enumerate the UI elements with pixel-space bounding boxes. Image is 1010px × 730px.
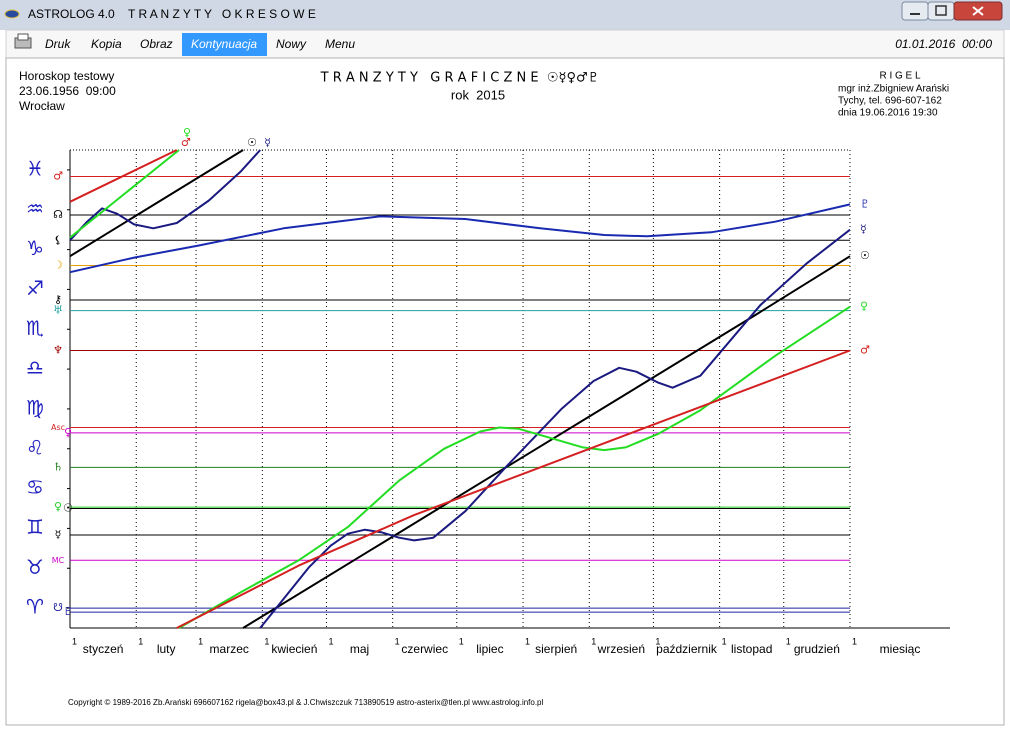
window-buttons xyxy=(901,1,1003,21)
author-phone: Tychy, tel. 696-607-162 xyxy=(838,96,942,107)
window-title: T R A N Z Y T Y O K R E S O W E xyxy=(128,7,316,21)
menu-item[interactable]: Druk xyxy=(45,37,71,51)
menu-item[interactable]: Obraz xyxy=(140,37,173,51)
author: mgr inż.Zbigniew Arański xyxy=(838,84,949,95)
menu-item[interactable]: Menu xyxy=(325,37,355,51)
natal-label: ☉ xyxy=(63,502,73,515)
month-label: styczeń xyxy=(83,642,124,656)
series-end-label: ♇ xyxy=(860,197,870,210)
sign-label: ♍ xyxy=(26,395,44,419)
transit-line xyxy=(69,149,851,629)
transit-line xyxy=(69,149,851,629)
menu-item[interactable]: Kontynuacja xyxy=(191,37,257,51)
natal-label: ♆ xyxy=(53,343,63,356)
x-tick-label: 1 xyxy=(786,636,791,646)
natal-label: ♅ xyxy=(53,304,63,317)
sign-label: ♎ xyxy=(26,356,44,380)
maximize-button[interactable] xyxy=(927,1,955,21)
month-label: lipiec xyxy=(476,642,503,656)
natal-label: ♀ xyxy=(54,500,62,513)
month-label: sierpień xyxy=(535,642,577,656)
series-top-label: ♂ xyxy=(181,136,191,149)
month-label: luty xyxy=(157,642,176,656)
app-icon xyxy=(4,9,20,19)
transit-line xyxy=(69,149,851,629)
chart-title: T R A N Z Y T Y G R A F I C Z N E ☉☿♀♂♇ xyxy=(320,71,600,86)
natal-label: Asc xyxy=(51,423,65,432)
print-date: dnia 19.06.2016 19:30 xyxy=(838,108,938,119)
horoscope-name: Horoskop testowy xyxy=(19,69,114,83)
natal-label: MC xyxy=(52,556,65,565)
chart-subtitle: rok 2015 xyxy=(451,87,505,102)
x-tick-label: 1 xyxy=(72,636,77,646)
natal-label: ☽ xyxy=(53,259,63,272)
app-name: ASTROLOG 4.0 xyxy=(28,7,115,21)
x-tick-label: 1 xyxy=(198,636,203,646)
copyright: Copyright © 1989-2016 Zb.Arański 6966071… xyxy=(68,698,544,707)
program-name: R I G E L xyxy=(879,71,921,82)
x-tick-label: 1 xyxy=(525,636,530,646)
sign-label: ♈ xyxy=(26,595,44,619)
plot: 1 1 1 1 1 1 1 1 1 1 1 1 1 styczeń luty marzec kwiecień ma… xyxy=(26,126,950,656)
series-top-label: ☉ xyxy=(247,136,257,149)
series-end-label: ♀ xyxy=(860,300,868,313)
minimize-button[interactable] xyxy=(901,1,929,21)
natal-label: ♀ xyxy=(64,426,72,439)
transit-line xyxy=(69,203,851,274)
sign-label: ♑ xyxy=(26,236,44,260)
natal-label: ☊ xyxy=(53,208,63,221)
month-label: październik xyxy=(656,642,718,656)
menu-highlight xyxy=(182,33,267,56)
sign-label: ♉ xyxy=(26,555,44,579)
x-tick-label: 1 xyxy=(591,636,596,646)
print-icon[interactable] xyxy=(14,33,32,49)
menu-datetime: 01.01.2016 00:00 xyxy=(895,37,992,51)
month-label: wrzesień xyxy=(597,642,645,656)
menu-item[interactable]: Nowy xyxy=(276,37,307,51)
sign-label: ♐ xyxy=(26,276,44,300)
month-label: marzec xyxy=(210,642,249,656)
sign-label: ♏ xyxy=(26,316,44,340)
month-label: czerwiec xyxy=(401,642,448,656)
month-label: listopad xyxy=(731,642,772,656)
horoscope-date: 23.06.1956 09:00 xyxy=(19,84,116,98)
natal-label: ☿ xyxy=(55,528,62,541)
horoscope-place: Wrocław xyxy=(19,99,65,113)
content-area xyxy=(5,57,1005,726)
x-tick-label: 1 xyxy=(264,636,269,646)
month-label: maj xyxy=(350,642,369,656)
x-tick-label: 1 xyxy=(138,636,143,646)
series-top-label: ☿ xyxy=(264,136,271,149)
menu: Druk Kopia Obraz Kontynuacja Nowy Menu xyxy=(45,33,355,56)
natal-label: ♄ xyxy=(53,460,63,473)
natal-label: ☋ xyxy=(53,601,63,614)
month-label: grudzień xyxy=(794,642,840,656)
x-tick-label: 1 xyxy=(328,636,333,646)
natal-label: ⚸ xyxy=(54,233,62,246)
month-label: kwiecień xyxy=(271,642,317,656)
sign-label: ♋ xyxy=(26,475,44,499)
series-end-label: ☉ xyxy=(860,249,870,262)
x-axis-label: miesiąc xyxy=(880,642,921,656)
series-end-label: ♂ xyxy=(860,343,870,356)
x-tick-label: 1 xyxy=(722,636,727,646)
x-tick-label: 1 xyxy=(459,636,464,646)
menu-item[interactable]: Kopia xyxy=(91,37,122,51)
natal-label: ♇ xyxy=(63,605,73,618)
x-tick-label: 1 xyxy=(395,636,400,646)
title-bar xyxy=(0,0,1010,30)
sign-label: ♒ xyxy=(26,196,44,220)
sign-label: ♓ xyxy=(26,156,44,180)
natal-label: ♂ xyxy=(53,170,63,183)
sign-label: ♌ xyxy=(26,435,44,459)
natal-label: ⚷ xyxy=(54,293,62,306)
series-top-label: ♀ xyxy=(183,126,191,139)
x-tick-label: 1 xyxy=(655,636,660,646)
sign-label: ♊ xyxy=(26,515,44,539)
series-end-label: ☿ xyxy=(860,223,867,236)
x-tick-label: 1 xyxy=(852,636,857,646)
